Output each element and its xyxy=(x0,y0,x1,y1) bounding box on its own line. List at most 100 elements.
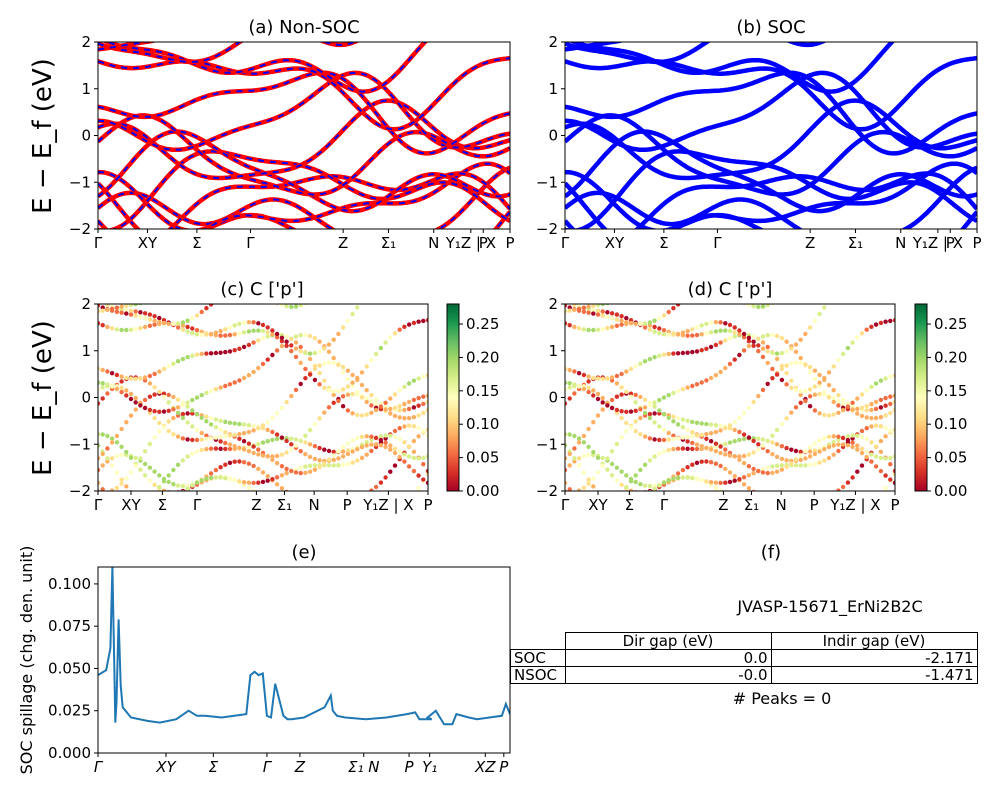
band-point xyxy=(175,321,181,326)
band-point xyxy=(208,436,214,441)
band-point xyxy=(161,479,167,484)
band-point xyxy=(241,480,247,485)
band-point xyxy=(421,394,426,399)
band-point xyxy=(373,435,379,441)
band-line-dashed xyxy=(98,71,510,155)
band-point xyxy=(741,411,747,416)
band-point xyxy=(185,486,190,491)
band-point xyxy=(416,376,421,381)
band-point xyxy=(576,384,582,389)
band-point xyxy=(893,299,897,303)
x-tick-label: Σ xyxy=(209,758,219,776)
band-point xyxy=(892,454,895,459)
band-point xyxy=(741,348,747,353)
band-line xyxy=(102,42,429,94)
band-point xyxy=(572,307,577,312)
band-point xyxy=(624,429,629,434)
band-point xyxy=(279,486,285,491)
band-point xyxy=(746,464,752,469)
band-point xyxy=(227,477,233,482)
band-point xyxy=(190,397,195,403)
band-point xyxy=(605,310,610,315)
band-point xyxy=(98,401,101,406)
band-point xyxy=(138,456,143,461)
band-point xyxy=(246,423,252,428)
band-point xyxy=(741,432,747,437)
band-point xyxy=(237,378,242,383)
band-point xyxy=(260,453,266,458)
band-point xyxy=(611,304,613,305)
band-point xyxy=(303,332,308,338)
band-point xyxy=(397,408,402,413)
band-point xyxy=(251,444,256,449)
band-point xyxy=(760,467,766,472)
band-point xyxy=(166,479,171,485)
band-point xyxy=(576,463,582,468)
band-line xyxy=(565,129,977,214)
band-point xyxy=(807,449,813,454)
band-point xyxy=(147,441,153,447)
band-point xyxy=(756,447,761,452)
band-point xyxy=(421,318,426,324)
band-point xyxy=(124,388,129,393)
band-point xyxy=(859,428,865,434)
band-point xyxy=(565,321,568,326)
band-point xyxy=(369,410,374,415)
band-point xyxy=(331,457,336,463)
band-point xyxy=(312,456,318,462)
spillage-line xyxy=(98,567,510,726)
band-point xyxy=(265,330,270,335)
band-point xyxy=(638,432,643,437)
band-point xyxy=(789,346,794,351)
band-point xyxy=(840,397,846,402)
band-point xyxy=(312,463,318,468)
band-point xyxy=(628,394,634,400)
band-point xyxy=(223,383,228,389)
band-point xyxy=(836,448,841,454)
band-point xyxy=(793,349,799,354)
band-point xyxy=(628,488,634,491)
band-point xyxy=(119,426,124,432)
band-point xyxy=(831,396,836,401)
band-point xyxy=(873,381,879,386)
band-point xyxy=(859,446,865,451)
band-point xyxy=(416,456,421,461)
band-point xyxy=(756,348,761,354)
band-point xyxy=(826,434,832,439)
band-point xyxy=(246,429,252,435)
band-point xyxy=(208,304,214,307)
band-point xyxy=(565,387,568,392)
band-point xyxy=(223,446,228,452)
band-point xyxy=(373,397,379,402)
band-point xyxy=(298,349,303,354)
band-point xyxy=(157,315,162,321)
band-point xyxy=(105,369,110,374)
band-line xyxy=(98,113,510,197)
band-point xyxy=(256,480,261,485)
band-point xyxy=(175,462,181,467)
band-point xyxy=(737,429,742,435)
band-point xyxy=(836,398,841,404)
band-point xyxy=(572,324,577,330)
band-point xyxy=(331,463,336,468)
band-point xyxy=(369,434,374,439)
band-point xyxy=(293,387,299,393)
band-point xyxy=(572,304,577,307)
band-point xyxy=(671,306,676,311)
band-point xyxy=(859,434,865,439)
band-point xyxy=(359,370,365,375)
band-point xyxy=(685,333,690,338)
band-point xyxy=(359,444,365,450)
band-point xyxy=(369,398,374,404)
band-point xyxy=(147,478,153,483)
band-point xyxy=(704,346,709,351)
band-point xyxy=(619,415,624,421)
band-point xyxy=(152,385,157,390)
band-point xyxy=(883,376,888,381)
band-point xyxy=(807,325,813,330)
band-point xyxy=(737,437,742,443)
band-point xyxy=(840,407,846,413)
band-point xyxy=(260,361,266,367)
band-point xyxy=(322,461,327,466)
band-point xyxy=(307,442,313,447)
